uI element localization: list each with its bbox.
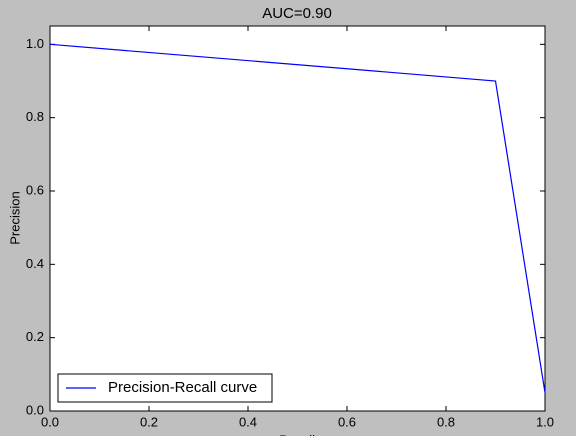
plot-area [49,25,546,412]
y-tick-label: 0.8 [26,109,44,124]
x-tick-label: 1.0 [536,414,554,429]
series-line [49,43,546,393]
chart-title: AUC=0.90 [262,5,332,22]
legend: Precision-Recall curve [57,373,273,403]
y-tick-label: 0.4 [26,256,44,271]
y-axis-label: Precision [7,191,22,244]
y-tick-label: 1.0 [26,36,44,51]
x-tick-label: 0.4 [239,414,257,429]
x-axis-label: Recall [279,432,315,436]
y-tick-label: 0.2 [26,329,44,344]
legend-label: Precision-Recall curve [108,379,257,396]
x-tick-label: 0.6 [338,414,356,429]
x-tick-label: 0.8 [437,414,455,429]
y-tick-label: 0.6 [26,182,44,197]
x-tick-label: 0.2 [140,414,158,429]
x-tick-label: 0.0 [41,414,59,429]
y-tick-label: 0.0 [26,402,44,417]
